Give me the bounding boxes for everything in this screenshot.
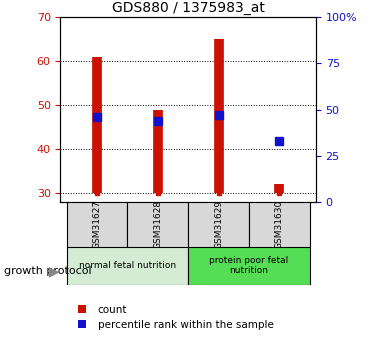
Title: GDS880 / 1375983_at: GDS880 / 1375983_at [112,1,264,15]
Bar [128,202,188,247]
Text: GSM31629: GSM31629 [214,200,223,249]
Bar [188,247,310,285]
Bar [249,202,310,247]
Text: GSM31628: GSM31628 [153,200,162,249]
Text: ▶: ▶ [48,264,59,278]
Text: GSM31627: GSM31627 [92,200,101,249]
Bar [67,202,128,247]
Text: growth protocol: growth protocol [4,266,92,276]
Legend: count, percentile rank within the sample: count, percentile rank within the sample [72,305,273,330]
Text: protein poor fetal
nutrition: protein poor fetal nutrition [209,256,289,275]
Bar [67,247,188,285]
Text: normal fetal nutrition: normal fetal nutrition [79,261,176,270]
Text: GSM31630: GSM31630 [275,200,284,249]
Bar [188,202,249,247]
